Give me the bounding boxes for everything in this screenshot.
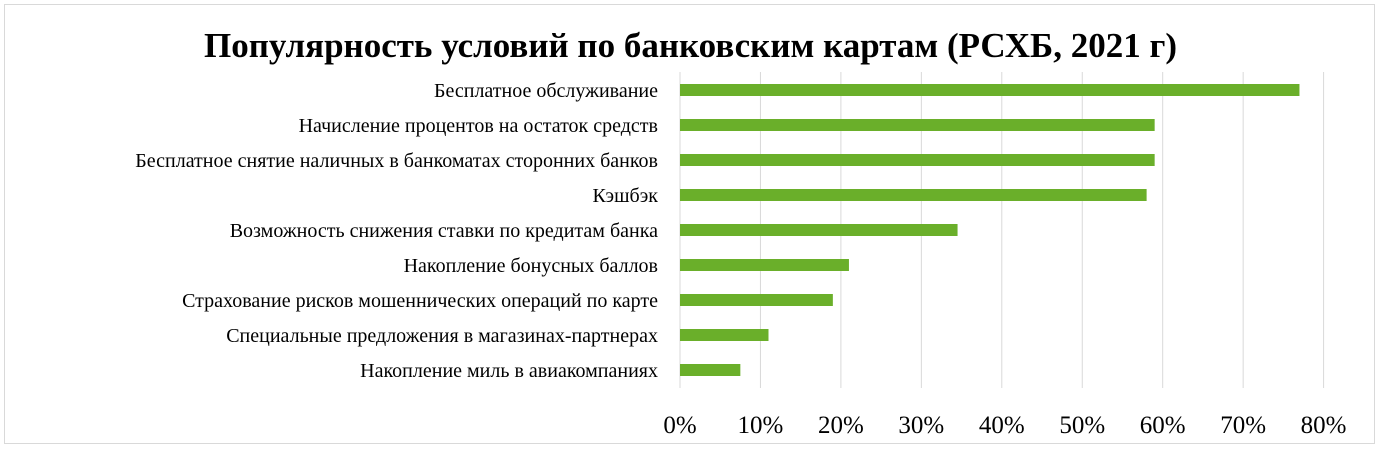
bar: [680, 224, 958, 236]
chart-title: Популярность условий по банковским карта…: [203, 26, 1177, 65]
category-label: Накопление бонусных баллов: [404, 255, 658, 277]
x-tick-label: 70%: [1220, 412, 1266, 439]
x-tick-label: 40%: [979, 412, 1025, 439]
category-label: Кэшбэк: [592, 185, 658, 207]
category-labels: Бесплатное обслуживание Начисление процен…: [135, 80, 658, 382]
bar: [680, 119, 1155, 131]
x-tick-label: 20%: [818, 412, 864, 439]
bar: [680, 189, 1147, 201]
category-label: Бесплатное снятие наличных в банкоматах …: [135, 150, 658, 172]
x-tick-label: 0%: [663, 412, 696, 439]
bar: [680, 154, 1155, 166]
x-tick-label: 50%: [1059, 412, 1105, 439]
category-label: Начисление процентов на остаток средств: [299, 115, 658, 137]
bar: [680, 84, 1300, 96]
bar: [680, 364, 741, 376]
category-label: Специальные предложения в магазинах-парт…: [226, 325, 658, 347]
x-tick-labels: 0% 10% 20% 30% 40% 50% 60% 70% 80%: [663, 412, 1346, 439]
x-tick-label: 10%: [738, 412, 784, 439]
category-label: Накопление миль в авиакомпаниях: [360, 360, 658, 382]
x-tick-label: 60%: [1140, 412, 1186, 439]
bars: [680, 84, 1300, 376]
bar: [680, 329, 769, 341]
bar: [680, 294, 833, 306]
category-label: Бесплатное обслуживание: [434, 80, 658, 102]
bar: [680, 259, 849, 271]
category-label: Страхование рисков мошеннических операци…: [182, 290, 658, 312]
x-tick-label: 30%: [898, 412, 944, 439]
x-tick-label: 80%: [1301, 412, 1347, 439]
category-label: Возможность снижения ставки по кредитам …: [230, 220, 658, 242]
